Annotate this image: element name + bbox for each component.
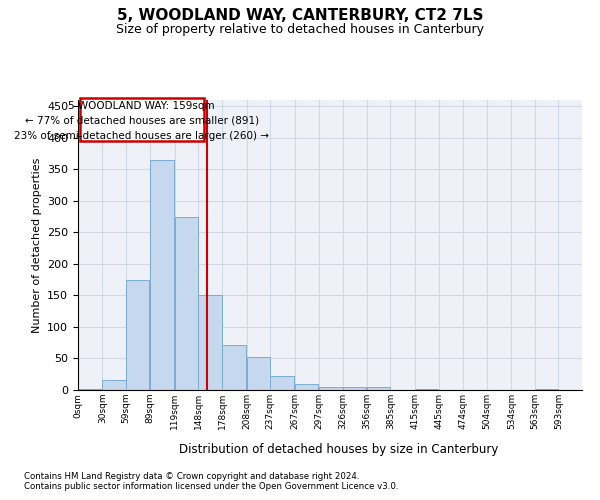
Bar	[535, 388, 559, 390]
Text: Size of property relative to detached houses in Canterbury: Size of property relative to detached ho…	[116, 22, 484, 36]
Y-axis label: Number of detached properties: Number of detached properties	[32, 158, 41, 332]
Bar	[343, 387, 366, 390]
Text: Distribution of detached houses by size in Canterbury: Distribution of detached houses by size …	[179, 442, 499, 456]
Bar	[271, 376, 294, 390]
Bar	[223, 344, 246, 390]
Bar	[295, 384, 318, 390]
Text: 5, WOODLAND WAY, CANTERBURY, CT2 7LS: 5, WOODLAND WAY, CANTERBURY, CT2 7LS	[117, 8, 483, 22]
Bar	[78, 388, 101, 390]
Bar	[103, 380, 126, 390]
Text: 23% of semi-detached houses are larger (260) →: 23% of semi-detached houses are larger (…	[14, 130, 269, 140]
Bar	[198, 296, 221, 390]
Bar	[367, 387, 391, 390]
Bar	[247, 356, 271, 390]
Bar	[175, 216, 198, 390]
Bar	[150, 160, 174, 390]
Bar	[319, 387, 343, 390]
Text: Contains HM Land Registry data © Crown copyright and database right 2024.: Contains HM Land Registry data © Crown c…	[24, 472, 359, 481]
Text: ← 77% of detached houses are smaller (891): ← 77% of detached houses are smaller (89…	[25, 116, 259, 126]
Text: Contains public sector information licensed under the Open Government Licence v3: Contains public sector information licen…	[24, 482, 398, 491]
Bar	[126, 280, 149, 390]
Text: 5 WOODLAND WAY: 159sqm: 5 WOODLAND WAY: 159sqm	[68, 100, 215, 110]
